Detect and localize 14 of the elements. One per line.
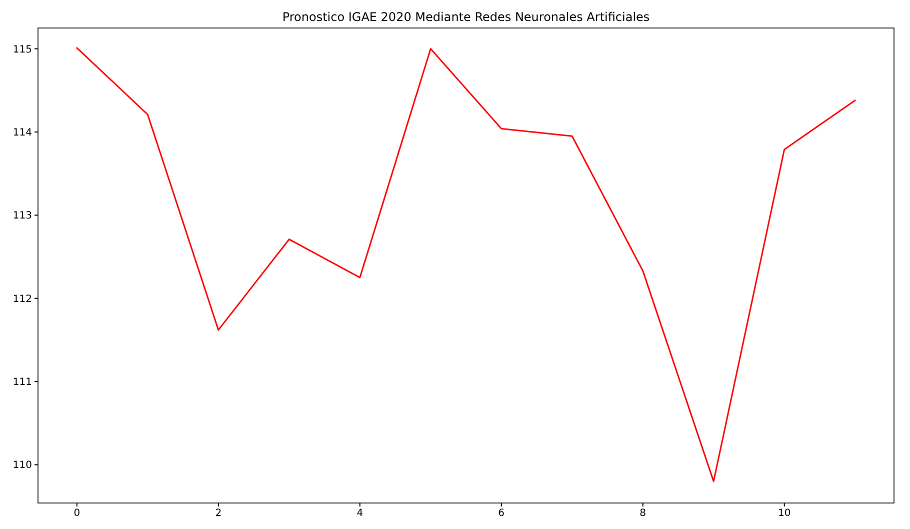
line-series: [76, 47, 856, 482]
x-tick-label: 6: [498, 508, 505, 519]
y-tick-label: 112: [12, 294, 32, 305]
y-tick-label: 113: [12, 210, 32, 222]
x-tick-label: 4: [356, 508, 364, 519]
x-tick-label: 10: [778, 508, 791, 519]
chart-title: Pronostico IGAE 2020 Mediante Redes Neuronales Artificiales: [282, 10, 650, 24]
y-tick-label: 115: [12, 44, 32, 56]
x-tick-label: 0: [74, 508, 80, 519]
y-tick-label: 111: [12, 377, 32, 388]
x-tick-label: 2: [215, 508, 222, 519]
y-tick-label: 110: [12, 460, 32, 472]
y-tick-label: 114: [12, 127, 32, 138]
x-tick-label: 8: [640, 508, 646, 519]
